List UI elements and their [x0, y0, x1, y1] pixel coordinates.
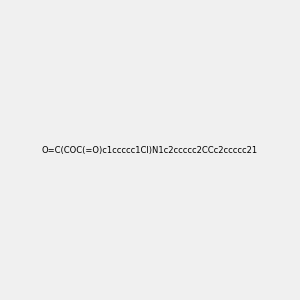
Text: O=C(COC(=O)c1ccccc1Cl)N1c2ccccc2CCc2ccccc21: O=C(COC(=O)c1ccccc1Cl)N1c2ccccc2CCc2cccc…: [42, 146, 258, 154]
